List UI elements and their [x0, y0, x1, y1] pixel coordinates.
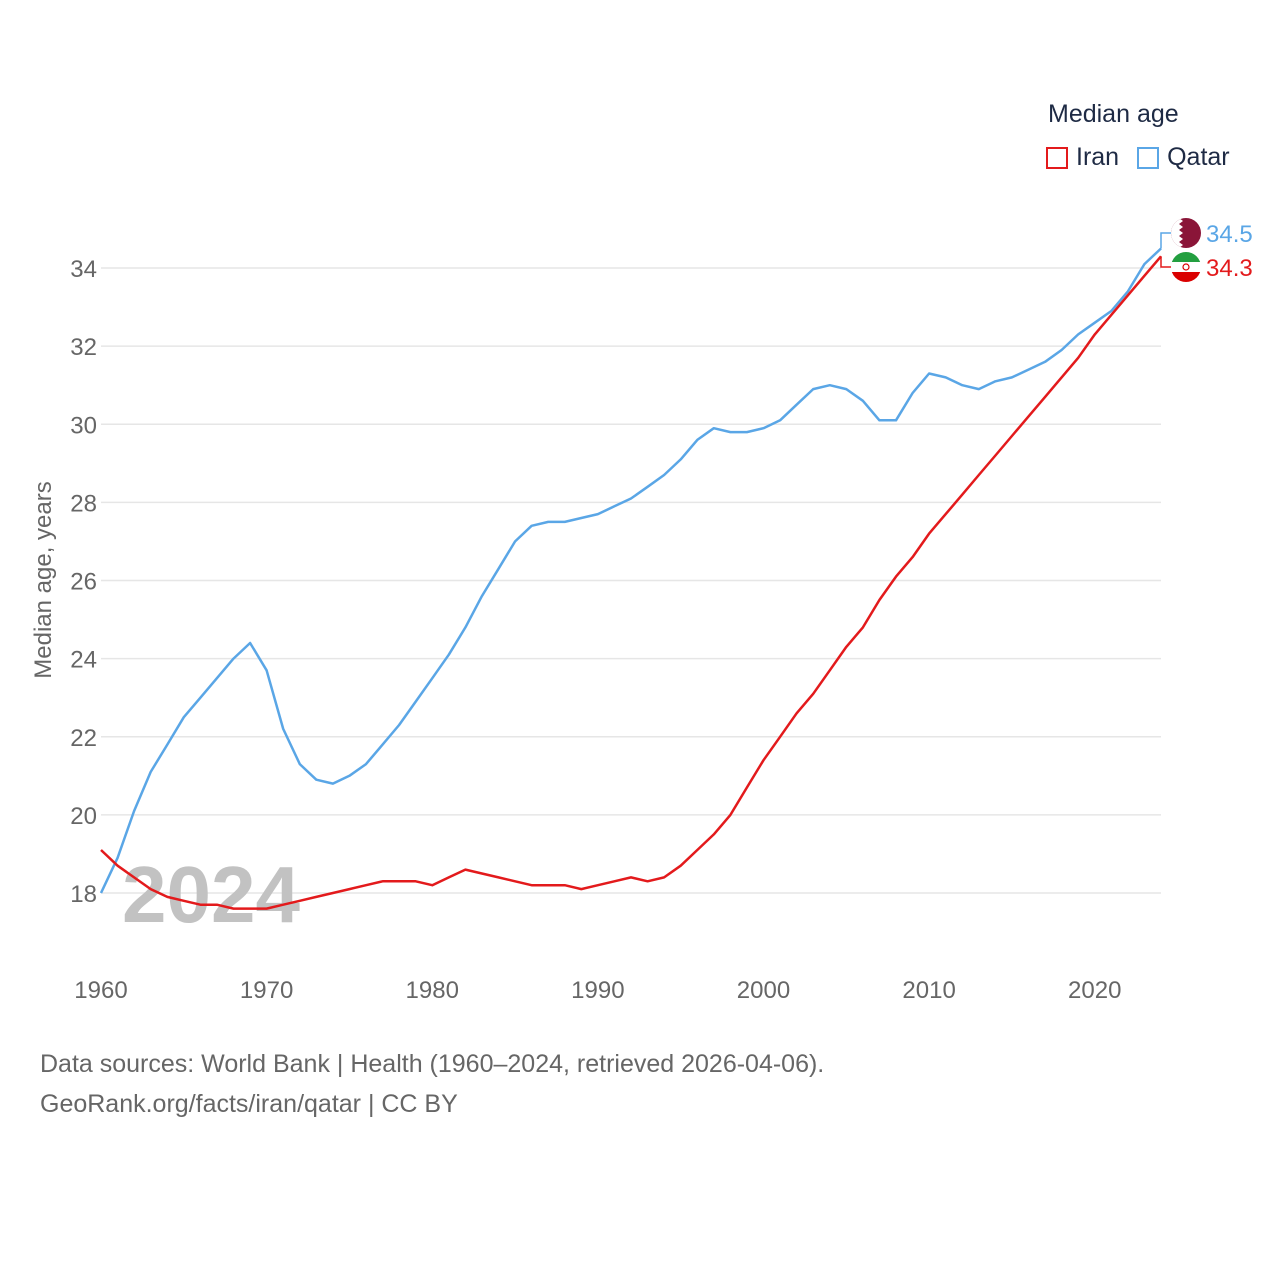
legend-title: Median age [1048, 100, 1179, 128]
flag-body [1171, 218, 1201, 248]
footer-link[interactable]: GeoRank.org/facts/iran/qatar | CC BY [40, 1090, 458, 1118]
series-line-iran [100, 255, 1162, 910]
y-axis-title: Median age, years [30, 481, 57, 678]
legend-label-iran: Iran [1076, 143, 1120, 171]
legend-label-qatar: Qatar [1167, 143, 1230, 171]
footer: Data sources: World Bank | Health (1960–… [40, 1044, 824, 1124]
x-tick-label: 1960 [74, 977, 127, 1004]
end-value-label-iran: 34.3 [1206, 255, 1253, 282]
y-tick-label: 22 [70, 725, 97, 752]
legend-item-qatar[interactable]: Qatar [1137, 143, 1230, 172]
y-tick-label: 34 [70, 256, 97, 283]
end-connector-qatar [1160, 232, 1171, 249]
end-value-label-qatar: 34.5 [1206, 221, 1253, 248]
flag-red [1171, 272, 1201, 282]
series-line-qatar [99, 247, 1162, 894]
year-watermark: 2024 [122, 850, 300, 939]
x-tick-label: 1980 [406, 977, 459, 1004]
x-tick-label: 2020 [1068, 977, 1121, 1004]
footer-sources: Data sources: World Bank | Health (1960–… [40, 1050, 825, 1078]
y-tick-label: 20 [70, 803, 97, 830]
y-tick-label: 26 [70, 569, 97, 596]
x-tick-label: 2010 [902, 977, 955, 1004]
y-tick-label: 28 [70, 490, 97, 517]
flag-body [1171, 252, 1201, 282]
qatar-flag-icon [1171, 218, 1201, 248]
x-tick-label: 1990 [571, 977, 624, 1004]
flag-green [1171, 252, 1201, 262]
iran-flag-icon [1171, 252, 1201, 282]
flag-emblem [1182, 263, 1190, 271]
y-tick-label: 24 [70, 647, 97, 674]
legend-item-iran[interactable]: Iran [1046, 143, 1119, 172]
x-tick-label: 2000 [737, 977, 790, 1004]
y-tick-label: 30 [70, 412, 97, 439]
end-connector-iran [1160, 256, 1171, 268]
flag-white [1171, 262, 1201, 272]
legend: Iran Qatar [1046, 143, 1248, 172]
x-tick-label: 1970 [240, 977, 293, 1004]
y-tick-label: 32 [70, 334, 97, 361]
flag-serration [1171, 218, 1183, 248]
legend-swatch-iran [1046, 146, 1068, 169]
y-tick-label: 18 [70, 881, 97, 908]
legend-swatch-qatar [1137, 146, 1160, 169]
